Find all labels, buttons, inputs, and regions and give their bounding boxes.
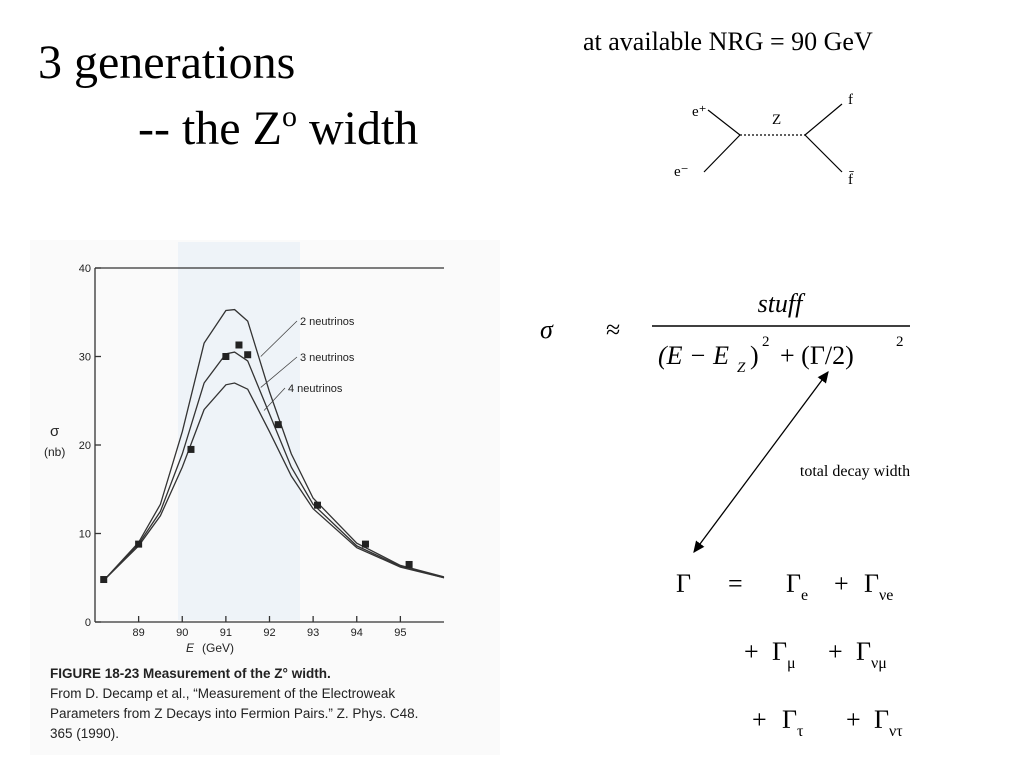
formula-relation: ≈ <box>606 315 620 344</box>
gamma: Γ <box>786 569 801 598</box>
x-tick-label: 95 <box>394 627 406 639</box>
slide-subtitle: -- the Zo width <box>138 100 418 155</box>
gamma: Γ <box>772 637 787 666</box>
legend-label: 4 neutrinos <box>288 383 343 395</box>
data-point <box>235 341 243 349</box>
y-tick-label: 30 <box>79 352 91 364</box>
plus: + <box>846 705 861 734</box>
decay-lhs: Γ <box>676 569 691 598</box>
formula-lhs: σ <box>540 315 554 344</box>
decay-term: Γντ <box>874 705 903 740</box>
gamma: Γ <box>856 637 871 666</box>
caption-line: 365 (1990). <box>50 726 119 741</box>
data-point <box>313 501 321 509</box>
plus: + <box>834 569 849 598</box>
y-tick-label: 40 <box>79 263 91 275</box>
leader-line <box>260 320 298 357</box>
numerator: stuff <box>758 289 807 318</box>
x-axis-unit: (GeV) <box>202 641 234 655</box>
data-point <box>244 351 252 359</box>
data-point <box>100 576 108 584</box>
decay-sub: τ <box>797 723 804 740</box>
feynman-diagram <box>703 103 843 173</box>
outgoing-line <box>804 134 843 173</box>
legend-label: 2 neutrinos <box>300 316 355 328</box>
decay-term: Γτ <box>782 705 804 740</box>
decay-sub: μ <box>787 655 796 672</box>
caption-line: FIGURE 18-23 Measurement of the Z° width… <box>50 666 331 681</box>
data-point <box>405 560 413 568</box>
subtitle-tail: width <box>297 102 418 155</box>
decay-sub: ντ <box>889 723 903 740</box>
gamma: Γ <box>782 705 797 734</box>
figure-caption: FIGURE 18-23 Measurement of the Z° width… <box>50 666 418 741</box>
caption-line: From D. Decamp et al., “Measurement of t… <box>50 686 395 701</box>
leader-line <box>263 387 286 411</box>
decay-eq: = <box>728 569 743 598</box>
data-point <box>274 421 282 429</box>
diagram-label: e⁺ <box>692 104 707 120</box>
data-point <box>361 540 369 548</box>
energy-note: at available NRG = 90 GeV <box>583 27 873 56</box>
subtitle-sup: o <box>282 100 297 133</box>
diagram-label: f <box>848 92 853 108</box>
outgoing-line <box>804 103 843 136</box>
decay-term: Γμ <box>772 637 796 672</box>
data-point <box>187 445 195 453</box>
decay-term: Γνμ <box>856 637 887 672</box>
y-tick-label: 10 <box>79 529 91 541</box>
data-point <box>135 540 143 548</box>
curve <box>103 308 445 581</box>
y-tick-label: 0 <box>85 617 91 629</box>
curve <box>103 351 445 581</box>
x-tick-label: 89 <box>133 627 145 639</box>
x-axis-label: E <box>186 641 195 655</box>
plus: + <box>828 637 843 666</box>
x-tick-label: 92 <box>263 627 275 639</box>
x-tick-label: 93 <box>307 627 319 639</box>
slide-title: 3 generations <box>38 36 295 89</box>
decay-sum: Γ = Γe + Γνe + Γμ + Γνμ + Γτ + Γντ <box>676 569 903 740</box>
scan-shade <box>178 242 300 620</box>
decay-term: Γνe <box>864 569 893 604</box>
denominator-exp: 2 <box>762 334 770 350</box>
decay-term: Γe <box>786 569 808 604</box>
denominator: (E − E <box>658 341 729 370</box>
figure: σ (nb) E (GeV) 0 10 20 30 40 89 90 91 92 93 94 95 2 … <box>30 240 500 755</box>
leader-line <box>260 356 298 388</box>
subtitle-text: -- the Z <box>138 102 282 155</box>
decay-sub: νμ <box>871 655 887 672</box>
plus: + <box>752 705 767 734</box>
incoming-line <box>707 109 741 136</box>
y-axis-label: σ <box>50 423 60 440</box>
decay-sub: e <box>801 587 808 604</box>
diagram-label: Z <box>772 112 781 128</box>
x-tick-label: 94 <box>351 627 363 639</box>
x-tick-label: 91 <box>220 627 232 639</box>
caption-line: Parameters from Z Decays into Fermion Pa… <box>50 706 418 721</box>
gamma: Γ <box>864 569 879 598</box>
arrow <box>693 370 829 554</box>
denominator-sub: Z <box>737 360 746 376</box>
plus: + <box>744 637 759 666</box>
incoming-line <box>703 134 741 173</box>
annotation: total decay width <box>800 463 910 480</box>
diagram-label: e⁻ <box>674 164 689 180</box>
decay-sub: νe <box>879 587 893 604</box>
curve <box>103 382 445 581</box>
y-tick-label: 20 <box>79 440 91 452</box>
data-point <box>222 353 230 360</box>
denominator: + (Γ/2) <box>780 341 854 370</box>
diagram-label: f̄ <box>848 171 854 188</box>
y-axis-unit: (nb) <box>44 445 65 459</box>
gamma: Γ <box>874 705 889 734</box>
denominator: ) <box>750 341 759 370</box>
denominator-exp: 2 <box>896 334 904 350</box>
x-tick-label: 90 <box>176 627 188 639</box>
legend-label: 3 neutrinos <box>300 352 355 364</box>
